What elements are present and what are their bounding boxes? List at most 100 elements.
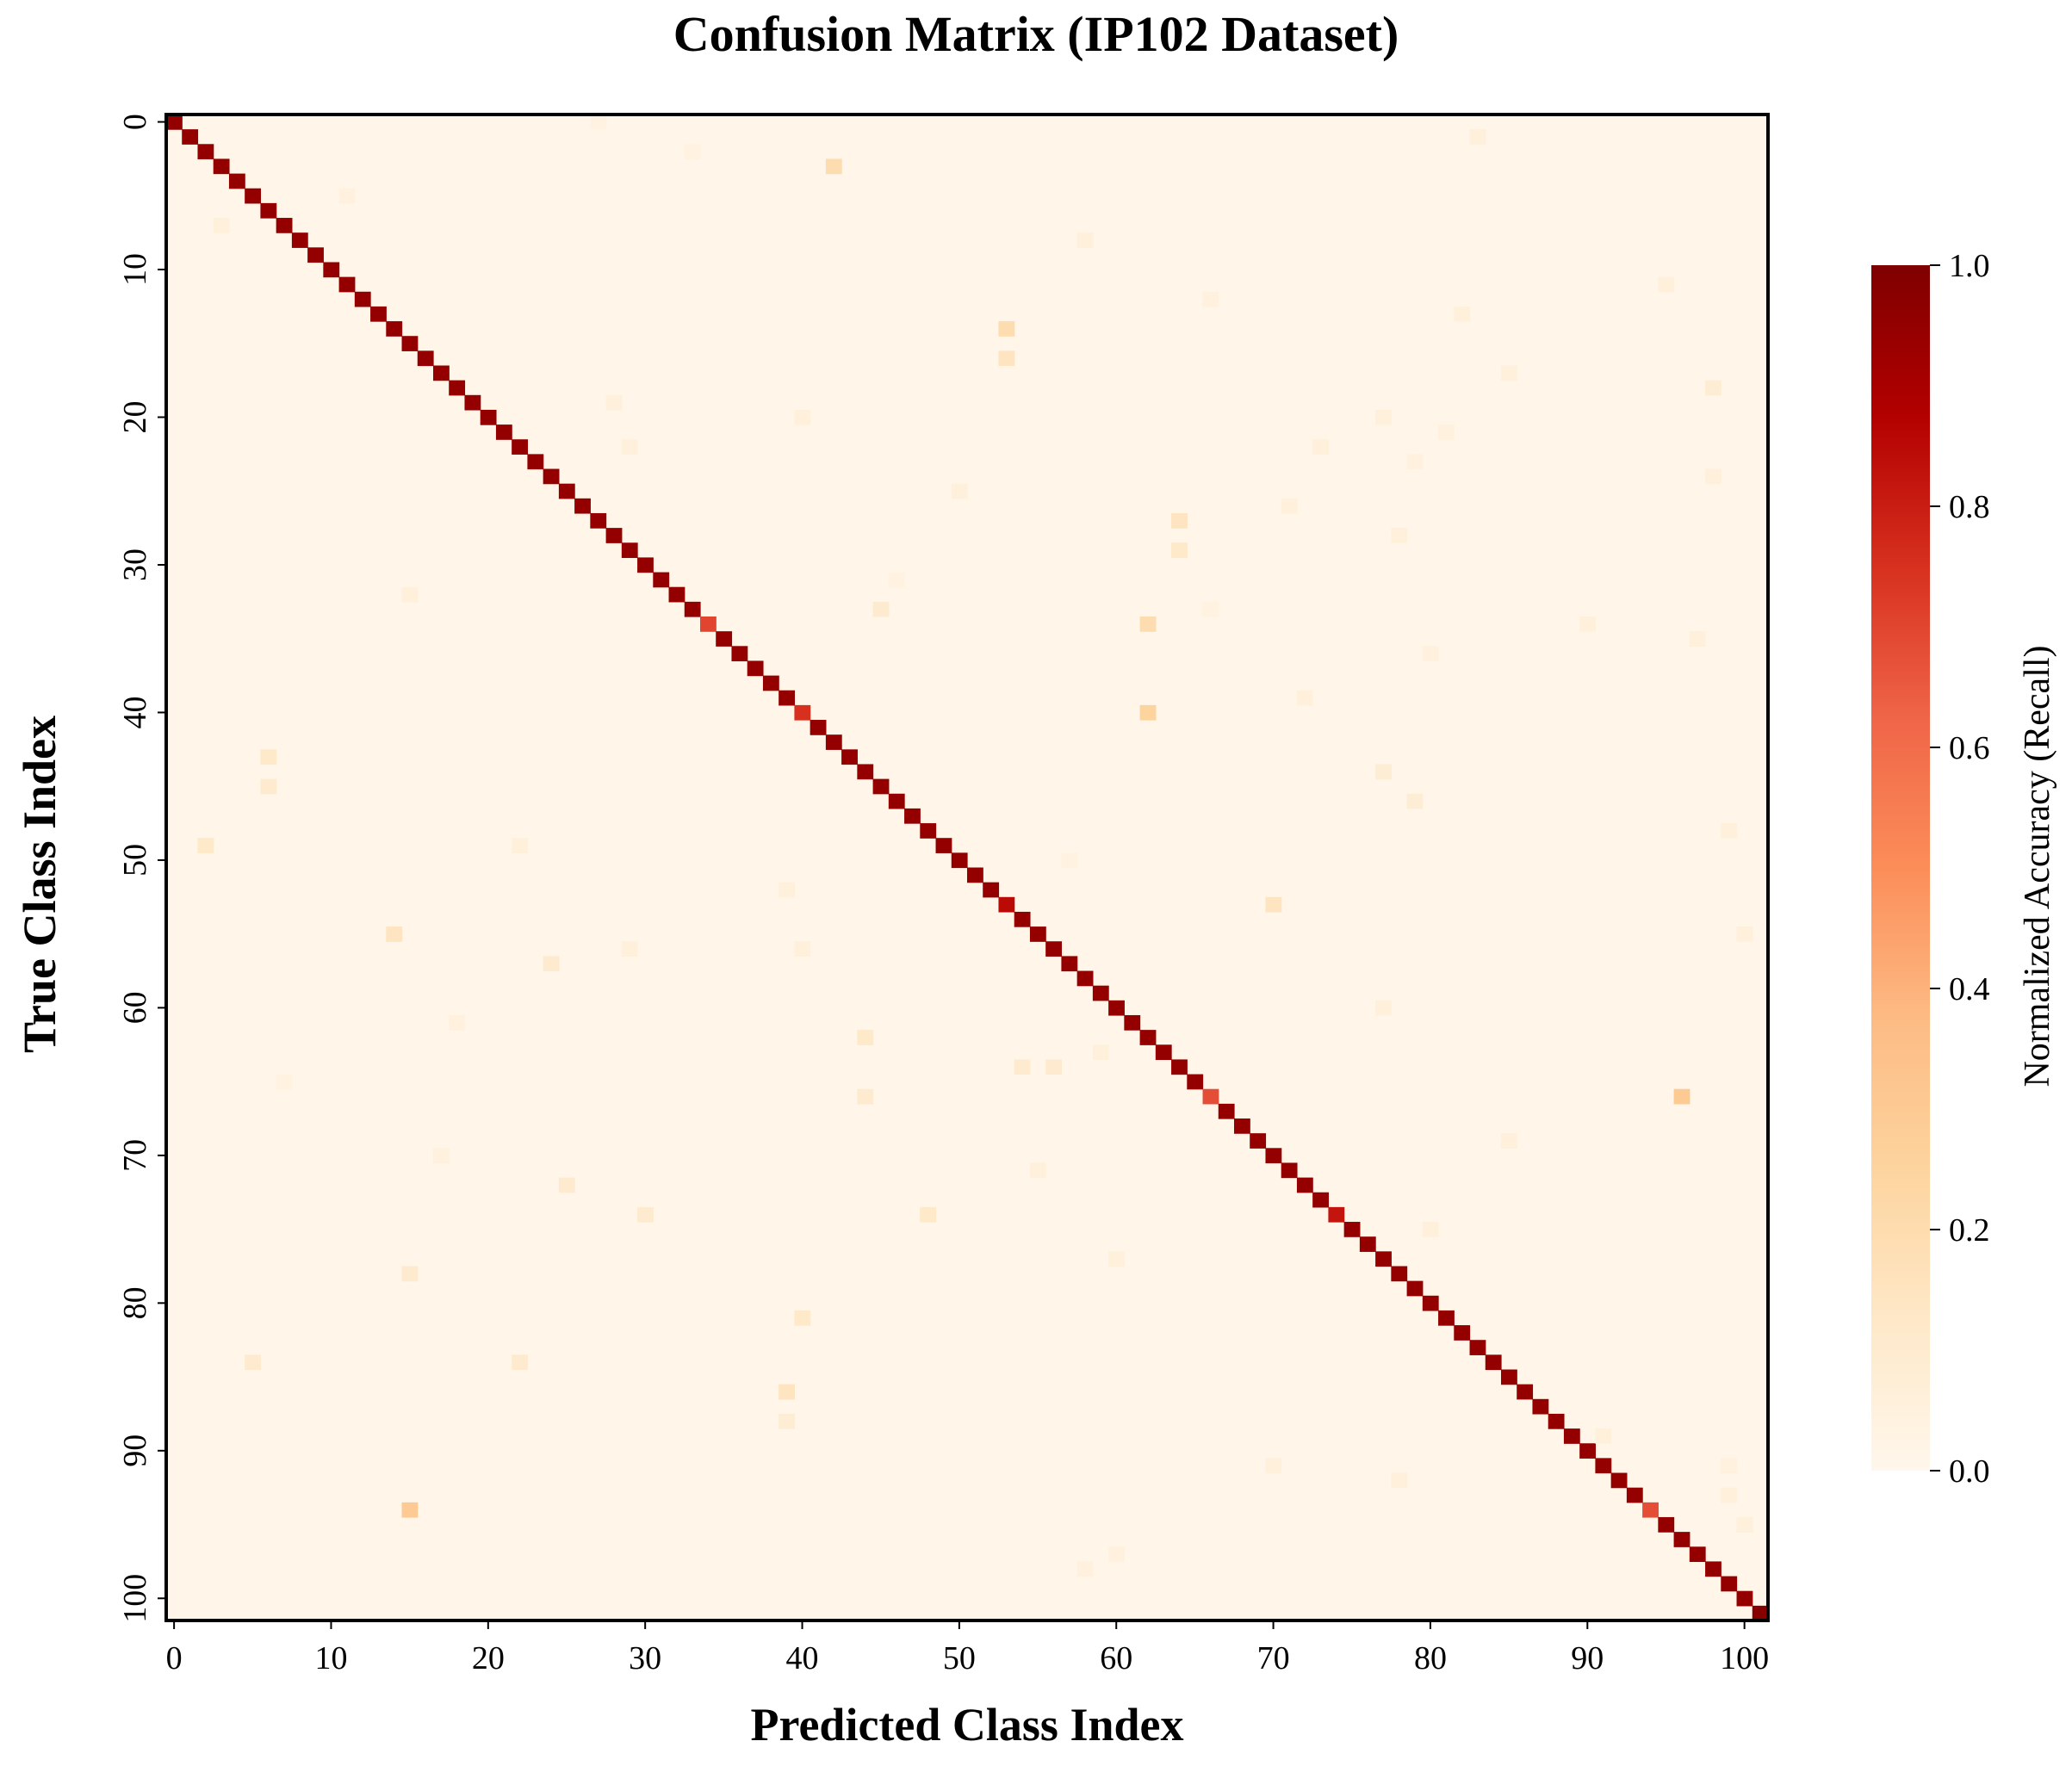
diagonal-cell — [762, 675, 779, 691]
diagonal-cell — [1610, 1472, 1628, 1489]
off-diagonal-cell — [825, 158, 842, 175]
diagonal-cell — [1312, 1192, 1330, 1208]
diagonal-cell — [1422, 1295, 1439, 1311]
off-diagonal-cell — [260, 749, 277, 765]
heatmap-cells — [166, 115, 1769, 1621]
off-diagonal-cell — [1171, 512, 1188, 529]
off-diagonal-cell — [779, 882, 796, 898]
x-tick-label: 60 — [1100, 1640, 1132, 1676]
off-diagonal-cell — [1202, 291, 1219, 307]
diagonal-cell — [983, 882, 1000, 898]
off-diagonal-cell — [998, 321, 1015, 337]
diagonal-cell — [1563, 1428, 1580, 1444]
diagonal-cell — [684, 601, 701, 617]
diagonal-cell — [1092, 985, 1109, 1001]
off-diagonal-cell — [433, 1148, 450, 1164]
diagonal-cell — [1501, 1369, 1517, 1385]
diagonal-cell — [1375, 1251, 1392, 1267]
diagonal-cell — [1045, 941, 1063, 957]
off-diagonal-cell — [779, 1413, 796, 1429]
off-diagonal-cell — [1265, 1458, 1282, 1474]
off-diagonal-cell — [1736, 926, 1753, 942]
diagonal-cell — [605, 528, 623, 543]
y-tick-label: 40 — [117, 696, 153, 728]
diagonal-cell — [1705, 1561, 1721, 1577]
diagonal-cell — [668, 586, 685, 603]
diagonal-cell — [166, 115, 183, 130]
diagonal-cell — [1673, 1532, 1690, 1547]
diagonal-cell — [1626, 1487, 1643, 1503]
colorbar-tick-label: 0.8 — [1949, 489, 1990, 525]
diagonal-cell — [904, 808, 921, 824]
off-diagonal-cell — [1721, 823, 1738, 839]
diagonal-cell — [1642, 1502, 1659, 1518]
diagonal-cell — [512, 439, 529, 455]
off-diagonal-cell — [872, 601, 890, 617]
off-diagonal-cell — [637, 1206, 654, 1223]
off-diagonal-cell — [1014, 1059, 1031, 1075]
off-diagonal-cell — [1454, 306, 1471, 322]
x-tick-label: 70 — [1257, 1640, 1290, 1676]
off-diagonal-cell — [1171, 542, 1188, 559]
off-diagonal-cell — [1312, 439, 1330, 455]
off-diagonal-cell — [998, 350, 1015, 367]
diagonal-cell — [621, 542, 638, 559]
diagonal-cell — [1359, 1236, 1376, 1252]
diagonal-cell — [1296, 1177, 1313, 1193]
diagonal-cell — [433, 365, 450, 381]
off-diagonal-cell — [1673, 1088, 1690, 1105]
diagonal-cell — [1234, 1118, 1250, 1134]
diagonal-cell — [386, 321, 403, 337]
off-diagonal-cell — [794, 1310, 811, 1326]
off-diagonal-cell — [213, 218, 230, 233]
diagonal-cell — [1689, 1546, 1706, 1563]
x-tick-label: 40 — [786, 1640, 819, 1676]
diagonal-cell — [291, 232, 308, 248]
x-tick-label: 80 — [1414, 1640, 1447, 1676]
diagonal-cell — [495, 424, 512, 440]
off-diagonal-cell — [401, 586, 419, 603]
off-diagonal-cell — [449, 1014, 466, 1031]
diagonal-cell — [354, 291, 371, 307]
off-diagonal-cell — [401, 1502, 419, 1518]
off-diagonal-cell — [1406, 454, 1424, 470]
diagonal-cell — [182, 129, 199, 145]
diagonal-cell — [872, 778, 890, 795]
off-diagonal-cell — [512, 838, 529, 853]
diagonal-cell — [1139, 1030, 1157, 1045]
off-diagonal-cell — [1705, 468, 1721, 485]
off-diagonal-cell — [543, 956, 560, 972]
diagonal-cell — [543, 468, 560, 485]
y-axis-ticks: 0 10 20 30 40 50 60 70 80 90 100 — [117, 114, 166, 1623]
off-diagonal-cell — [920, 1206, 937, 1223]
diagonal-cell — [1658, 1516, 1675, 1533]
diagonal-cell — [841, 749, 858, 765]
off-diagonal-cell — [1721, 1458, 1738, 1474]
diagonal-cell — [1532, 1398, 1549, 1415]
diagonal-cell — [731, 646, 748, 662]
diagonal-cell — [716, 631, 733, 647]
x-tick-label: 20 — [472, 1640, 505, 1676]
y-axis-label: True Class Index — [14, 715, 65, 1054]
diagonal-cell — [260, 202, 277, 219]
colorbar-tick-label: 0.2 — [1949, 1212, 1990, 1249]
colorbar-tick-label: 0.6 — [1949, 730, 1990, 766]
diagonal-cell — [1406, 1280, 1424, 1297]
off-diagonal-cell — [621, 941, 638, 957]
diagonal-cell — [323, 262, 340, 278]
x-tick-label: 10 — [314, 1640, 347, 1676]
off-diagonal-cell — [1296, 690, 1313, 706]
off-diagonal-cell — [1265, 896, 1282, 913]
y-tick-label: 70 — [117, 1139, 153, 1172]
diagonal-cell — [1752, 1605, 1769, 1621]
diagonal-cell — [574, 498, 591, 514]
off-diagonal-cell — [1076, 1561, 1094, 1577]
diagonal-cell — [1029, 926, 1046, 942]
off-diagonal-cell — [1045, 1059, 1063, 1075]
diagonal-cell — [888, 793, 905, 809]
off-diagonal-cell — [1029, 1162, 1046, 1179]
diagonal-cell — [1124, 1014, 1141, 1031]
y-tick-label: 20 — [117, 401, 153, 434]
diagonal-cell — [967, 867, 983, 883]
diagonal-cell — [370, 306, 387, 322]
